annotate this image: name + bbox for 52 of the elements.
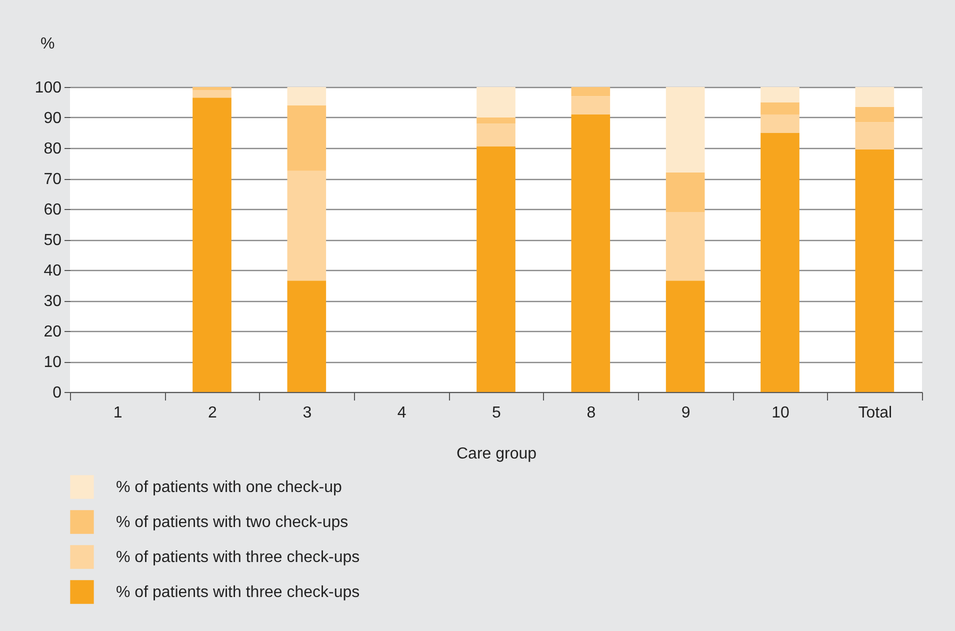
bar (666, 172, 705, 212)
y-tick-label: 70 (44, 171, 62, 188)
y-tick-label: 80 (44, 140, 62, 158)
y-tick-label: 10 (44, 354, 62, 371)
bar (287, 87, 326, 106)
bar (760, 102, 800, 114)
bar (192, 98, 232, 392)
bar (666, 280, 705, 392)
bar (571, 96, 610, 114)
bar (760, 87, 800, 102)
y-tick-label: 90 (44, 110, 62, 127)
bar (476, 146, 516, 392)
x-tick-label: Total (858, 404, 892, 422)
bar (666, 212, 705, 281)
bar (855, 122, 894, 150)
bar (855, 150, 894, 392)
y-tick-label: 50 (44, 232, 62, 249)
legend-label: % of patients with two check-ups (116, 514, 348, 531)
bar (287, 105, 326, 171)
y-tick-label: 100 (34, 80, 62, 96)
bar (571, 87, 610, 96)
bar (192, 90, 232, 98)
y-tick-label: 20 (44, 324, 62, 340)
y-tick-label: 60 (44, 202, 62, 218)
bar (476, 124, 516, 146)
bar (571, 114, 610, 392)
y-tick-label: 40 (44, 262, 62, 280)
legend-label: % of patients with one check-up (116, 479, 342, 496)
bar (760, 114, 800, 133)
bar (287, 170, 326, 281)
x-tick-label: 8 (586, 404, 596, 422)
x-tick-label: 1 (113, 404, 122, 422)
y-tick-label: 30 (44, 293, 62, 310)
bar (855, 87, 894, 107)
bar (760, 132, 800, 392)
x-tick-label: 5 (492, 404, 502, 422)
bar (476, 118, 516, 124)
x-tick-label: 10 (772, 404, 790, 422)
y-axis-title: % (40, 36, 55, 52)
x-tick-label: 2 (208, 404, 218, 422)
legend-label: % of patients with three check-ups (116, 549, 360, 566)
x-tick-label: 4 (397, 404, 406, 422)
bar (192, 87, 232, 90)
bar (855, 106, 894, 122)
y-tick-label: 0 (52, 384, 62, 402)
bar (666, 87, 705, 172)
legend-label: % of patients with three check-ups (116, 584, 360, 601)
bar (476, 87, 516, 118)
x-tick-label: 9 (681, 404, 690, 422)
bar (287, 280, 326, 392)
x-axis-title: Care group (456, 446, 537, 462)
x-tick-label: 3 (302, 404, 312, 422)
